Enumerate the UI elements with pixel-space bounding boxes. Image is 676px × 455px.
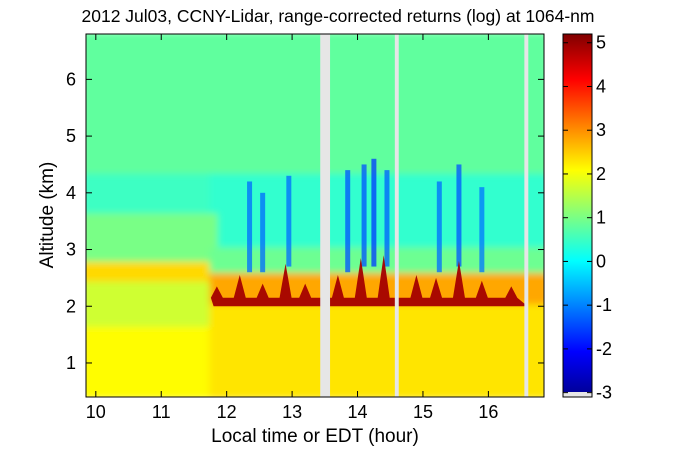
colorbar-gradient	[563, 34, 592, 397]
heatmap-cell	[86, 281, 218, 331]
colorbar-tick-label: -1	[596, 295, 612, 315]
x-tick-label: 14	[348, 402, 368, 422]
heatmap-cell	[86, 261, 218, 286]
y-tick-label: 2	[66, 296, 76, 316]
x-tick-label: 10	[86, 402, 106, 422]
colorbar-tick-label: 1	[596, 208, 606, 228]
heatmap-cell	[209, 304, 544, 397]
plot-frame	[85, 33, 545, 398]
cloud-streak	[286, 175, 292, 267]
colorbar-tick-label: -2	[596, 339, 612, 359]
y-tick-label: 3	[66, 240, 76, 260]
colorbar-tick-label: 3	[596, 120, 606, 140]
y-tick-label: 1	[66, 353, 76, 373]
cloud-streak	[361, 164, 367, 267]
heatmap-regions	[86, 34, 544, 397]
x-tick-label: 13	[282, 402, 302, 422]
heatmap-cell	[86, 213, 218, 266]
cloud-streak	[345, 170, 351, 273]
cloud-streak	[371, 158, 377, 267]
colorbar-tick-label: 2	[596, 164, 606, 184]
chart-title: 2012 Jul03, CCNY-Lidar, range-corrected …	[81, 6, 595, 26]
heatmap-cell	[209, 173, 544, 252]
data-gap	[320, 34, 331, 397]
y-tick-label: 6	[66, 69, 76, 89]
cloud-streak	[384, 170, 390, 267]
colorbar-tick-label: 0	[596, 251, 606, 271]
heatmap-cell	[86, 34, 544, 178]
cloud-streak	[436, 181, 442, 273]
aerosol-layer-top	[210, 255, 528, 307]
heatmap-field	[86, 34, 544, 397]
cloud-streak	[456, 164, 462, 267]
cloud-streak	[479, 187, 485, 273]
x-axis-label: Local time or EDT (hour)	[211, 426, 419, 447]
heatmap-cell	[86, 326, 218, 397]
colorbar: -3 -2 -1 0 1 2 3 4 5	[562, 33, 612, 403]
heatmap-cell	[209, 247, 544, 278]
data-gap	[394, 34, 399, 397]
data-gap	[524, 34, 529, 397]
x-tick-label: 12	[217, 402, 237, 422]
colorbar-tick-label: -3	[596, 383, 612, 403]
x-tick-label: 11	[152, 402, 171, 422]
colorbar-frame	[562, 33, 593, 398]
heatmap-cell	[86, 173, 218, 218]
x-tick-label: 16	[478, 402, 498, 422]
colorbar-tick-label: 4	[596, 76, 606, 96]
cloud-streak	[247, 181, 253, 273]
y-tick-label: 5	[66, 126, 76, 146]
cloud-streak	[260, 192, 266, 273]
x-tick-label: 15	[413, 402, 433, 422]
colorbar-tick-label: 5	[596, 33, 606, 53]
y-tick-label: 4	[66, 183, 76, 203]
colorbar-nodata-swatch	[563, 392, 592, 397]
